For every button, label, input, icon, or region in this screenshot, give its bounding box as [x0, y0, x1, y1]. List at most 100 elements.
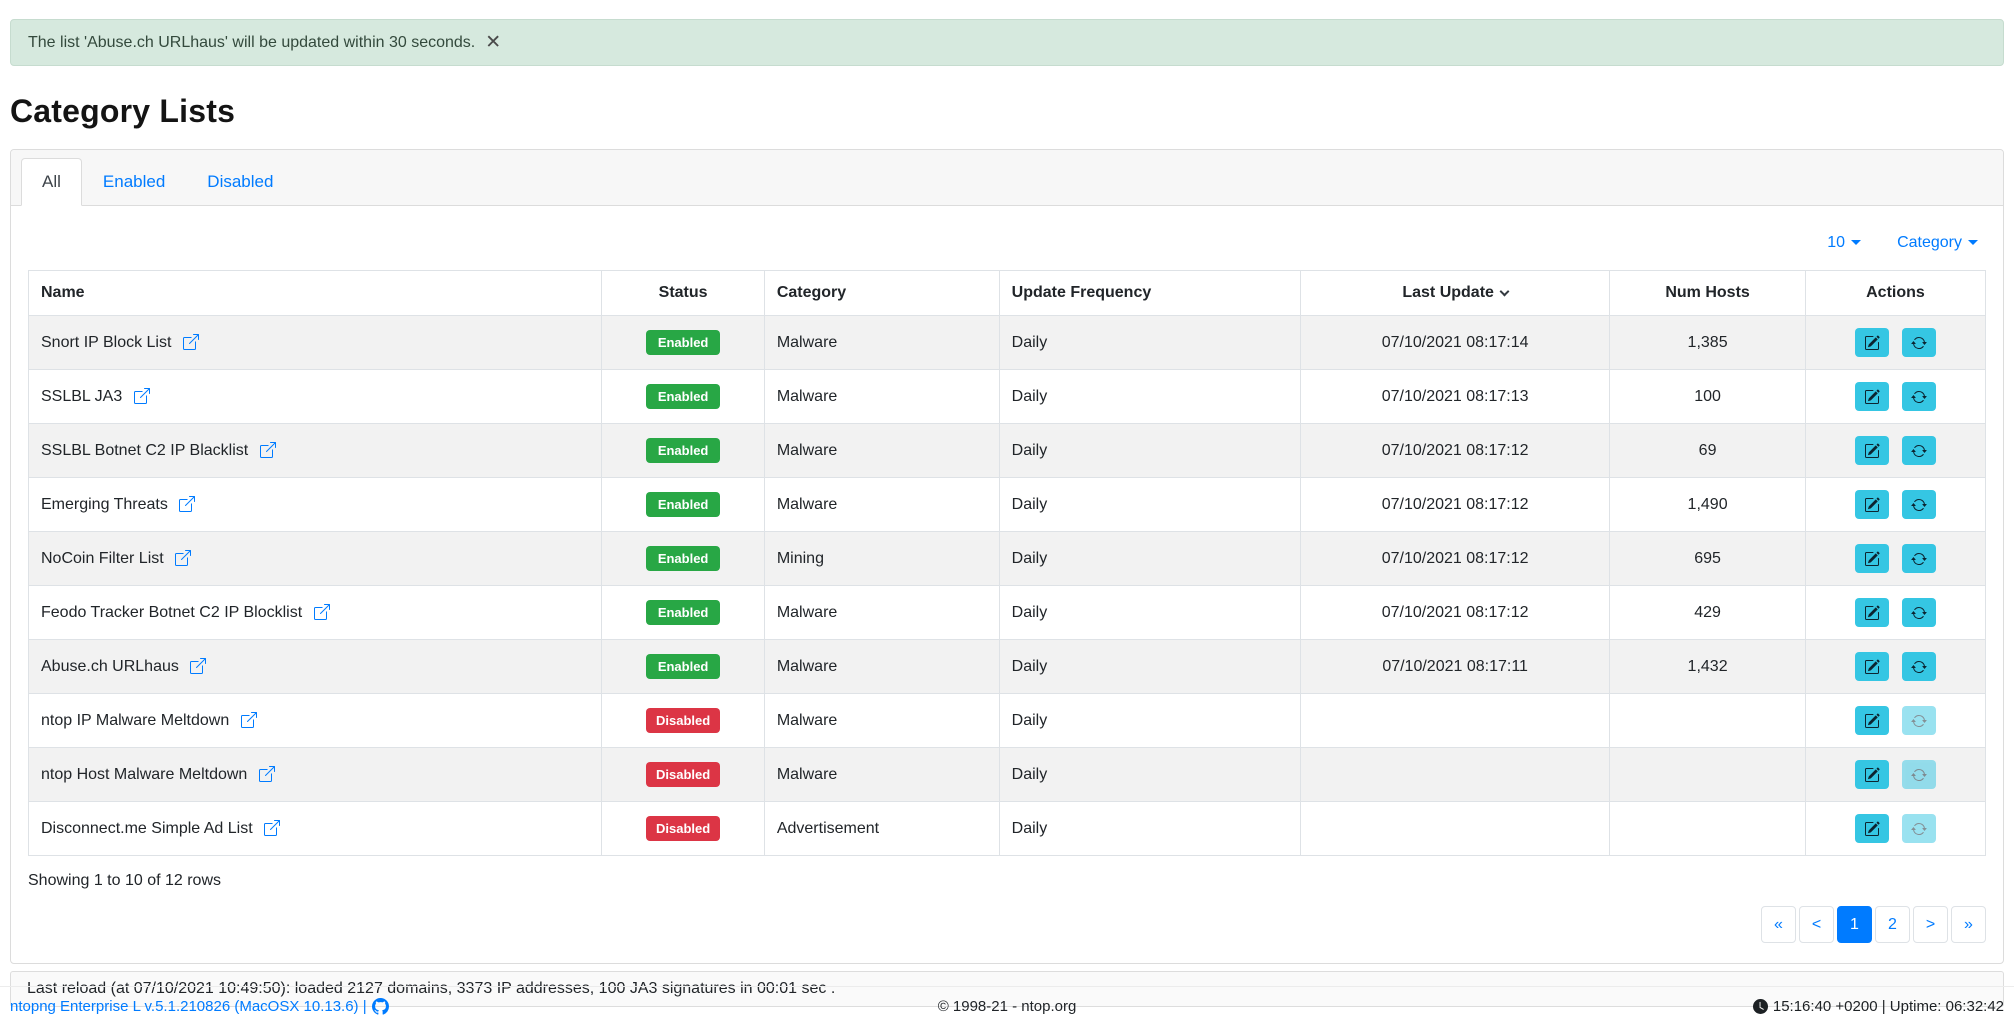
column-header-last-update[interactable]: Last Update	[1300, 270, 1611, 316]
sync-button[interactable]	[1901, 814, 1936, 843]
table-head: Name Status Category Update Frequency Last U…	[27, 270, 1987, 316]
table-row: ntop IP Malware Meltdown Disabled Malwar…	[27, 693, 1987, 748]
footer-version-text: ntopng Enterprise L v.5.1.210826 (MacOSX…	[10, 998, 367, 1015]
status-badge: Enabled	[646, 330, 721, 355]
actions-cell	[1804, 531, 1987, 586]
status-cell: Enabled	[601, 585, 765, 640]
external-link-icon[interactable]	[240, 711, 257, 728]
edit-button[interactable]	[1855, 382, 1890, 411]
external-link-icon[interactable]	[313, 603, 330, 620]
actions-cell	[1804, 477, 1987, 532]
page-button-1[interactable]: 1	[1837, 906, 1872, 943]
page-button-<[interactable]: <	[1799, 906, 1834, 943]
external-link-icon[interactable]	[175, 549, 192, 566]
last-update-cell	[1300, 747, 1611, 802]
column-header-update-frequency[interactable]: Update Frequency	[998, 270, 1302, 316]
sync-button[interactable]	[1901, 706, 1936, 735]
table-row: NoCoin Filter List Enabled Mining Daily …	[27, 531, 1987, 586]
actions-cell	[1804, 747, 1987, 802]
sync-button[interactable]	[1901, 490, 1936, 519]
category-cell: Malware	[763, 639, 1000, 694]
external-link-icon[interactable]	[133, 387, 150, 404]
external-link-icon[interactable]	[182, 333, 199, 350]
edit-icon	[1865, 820, 1880, 836]
sync-button[interactable]	[1901, 652, 1936, 681]
status-badge: Enabled	[646, 438, 721, 463]
frequency-cell: Daily	[998, 315, 1302, 370]
category-filter-dropdown[interactable]: Category	[1897, 234, 1978, 252]
sync-button[interactable]	[1901, 328, 1936, 357]
table-row: Disconnect.me Simple Ad List Disabled Ad…	[27, 801, 1987, 856]
table-row: Abuse.ch URLhaus Enabled Malware Daily 0…	[27, 639, 1987, 694]
alert-message: The list 'Abuse.ch URLhaus' will be upda…	[28, 33, 476, 51]
list-name-cell: Snort IP Block List	[27, 315, 603, 370]
external-link-icon[interactable]	[179, 495, 196, 512]
page-size-dropdown[interactable]: 10	[1827, 234, 1862, 252]
tabs: All Enabled Disabled	[21, 158, 1993, 206]
sync-button[interactable]	[1901, 436, 1936, 465]
page-button->[interactable]: >	[1913, 906, 1948, 943]
list-name-cell: Abuse.ch URLhaus	[27, 639, 603, 694]
actions-cell	[1804, 585, 1987, 640]
status-badge: Disabled	[646, 708, 721, 733]
num-hosts-cell: 429	[1609, 585, 1806, 640]
column-header-status[interactable]: Status	[601, 270, 765, 316]
sync-icon	[1910, 768, 1927, 781]
page-button-«[interactable]: «	[1761, 906, 1796, 943]
column-header-actions[interactable]: Actions	[1804, 270, 1987, 316]
status-cell: Enabled	[601, 639, 765, 694]
page-button-2[interactable]: 2	[1875, 906, 1910, 943]
sync-button[interactable]	[1901, 598, 1936, 627]
last-update-cell: 07/10/2021 08:17:12	[1300, 531, 1611, 586]
sync-button[interactable]	[1901, 760, 1936, 789]
num-hosts-cell: 1,385	[1609, 315, 1806, 370]
edit-button[interactable]	[1855, 652, 1890, 681]
edit-icon	[1865, 766, 1880, 782]
tab-enabled[interactable]: Enabled	[102, 172, 166, 191]
edit-button[interactable]	[1855, 490, 1890, 519]
external-link-icon[interactable]	[258, 765, 275, 782]
page-button-»[interactable]: »	[1951, 906, 1986, 943]
close-icon[interactable]: ✕	[485, 32, 502, 53]
table-body: Snort IP Block List Enabled Malware Dail…	[27, 315, 1987, 856]
frequency-cell: Daily	[998, 369, 1302, 424]
external-link-icon[interactable]	[190, 657, 207, 674]
edit-button[interactable]	[1855, 328, 1890, 357]
github-icon[interactable]	[371, 998, 389, 1015]
num-hosts-cell	[1609, 747, 1806, 802]
external-link-icon[interactable]	[259, 441, 276, 458]
column-header-num-hosts[interactable]: Num Hosts	[1609, 270, 1806, 316]
sync-icon	[1910, 444, 1927, 457]
card-body: 10 Category Name Status Category Update Fre…	[11, 206, 2003, 963]
category-cell: Advertisement	[763, 801, 1000, 856]
tab-all[interactable]: All	[21, 158, 82, 206]
edit-button[interactable]	[1855, 436, 1890, 465]
edit-button[interactable]	[1855, 814, 1890, 843]
tab-disabled[interactable]: Disabled	[207, 172, 274, 191]
frequency-cell: Daily	[998, 747, 1302, 802]
edit-button[interactable]	[1855, 760, 1890, 789]
category-cell: Malware	[763, 315, 1000, 370]
sync-icon	[1910, 498, 1927, 511]
status-badge: Enabled	[646, 546, 721, 571]
external-link-icon[interactable]	[264, 819, 281, 836]
num-hosts-cell: 100	[1609, 369, 1806, 424]
list-name: ntop Host Malware Meltdown	[41, 765, 248, 783]
status-cell: Disabled	[601, 801, 765, 856]
sync-button[interactable]	[1901, 382, 1936, 411]
edit-icon	[1865, 442, 1880, 458]
actions-cell	[1804, 369, 1987, 424]
edit-button[interactable]	[1855, 544, 1890, 573]
list-name: NoCoin Filter List	[41, 549, 164, 567]
sync-icon	[1910, 660, 1927, 673]
footer-version-link[interactable]: ntopng Enterprise L v.5.1.210826 (MacOSX…	[10, 998, 675, 1015]
frequency-cell: Daily	[998, 423, 1302, 478]
edit-button[interactable]	[1855, 598, 1890, 627]
sync-button[interactable]	[1901, 544, 1936, 573]
list-name-cell: NoCoin Filter List	[27, 531, 603, 586]
page-title: Category Lists	[10, 93, 236, 129]
edit-button[interactable]	[1855, 706, 1890, 735]
category-cell: Malware	[763, 747, 1000, 802]
column-header-category[interactable]: Category	[763, 270, 1000, 316]
column-header-name[interactable]: Name	[27, 270, 603, 316]
